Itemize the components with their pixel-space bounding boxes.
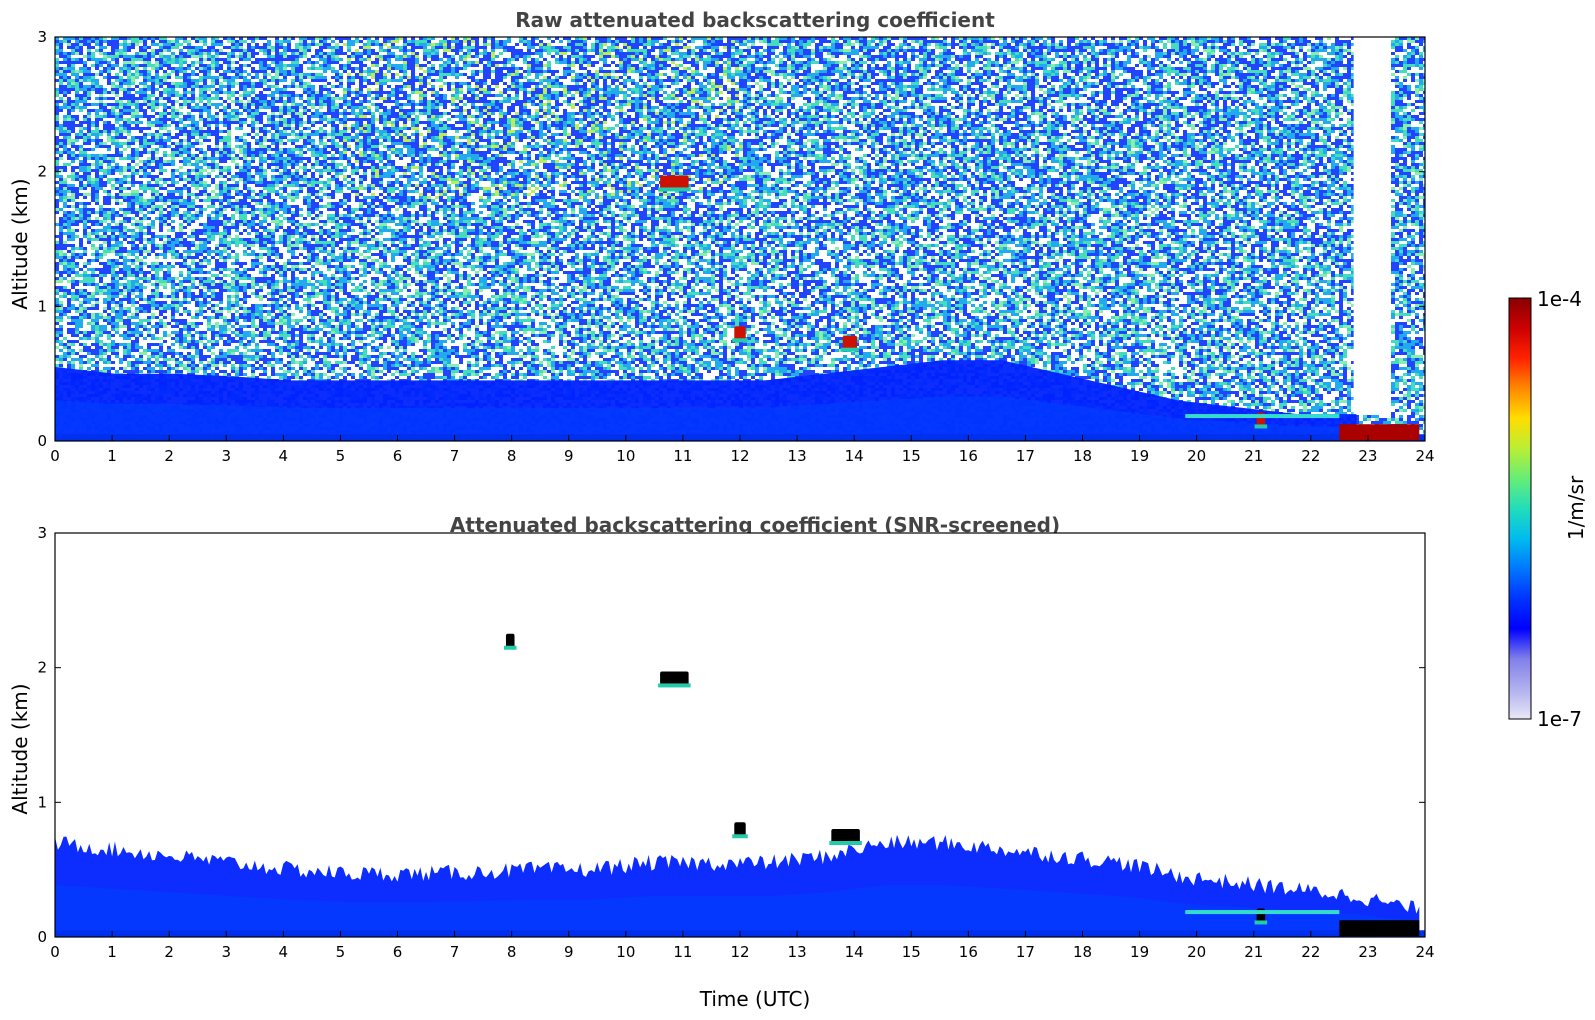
cloud-edge xyxy=(1255,920,1268,924)
y-tick-label: 0 xyxy=(37,928,47,946)
x-tick-label: 14 xyxy=(845,943,864,961)
x-tick-label: 24 xyxy=(1415,447,1434,465)
x-tick-label: 9 xyxy=(564,943,574,961)
x-tick-label: 1 xyxy=(107,943,117,961)
cloud-edge xyxy=(732,338,747,342)
x-tick-label: 23 xyxy=(1358,447,1377,465)
x-tick-label: 10 xyxy=(616,943,635,961)
x-tick-label: 2 xyxy=(164,447,174,465)
low-cloud-mark xyxy=(1339,920,1419,936)
cloud-mark xyxy=(660,175,689,189)
x-tick-label: 4 xyxy=(279,943,289,961)
plot-area xyxy=(55,37,1427,442)
cloud-mark xyxy=(843,336,857,350)
x-tick-label: 0 xyxy=(50,447,60,465)
cloud-edge xyxy=(1185,910,1339,914)
x-tick-label: 0 xyxy=(50,943,60,961)
x-tick-label: 22 xyxy=(1301,943,1320,961)
cloud-edge xyxy=(841,348,859,352)
x-tick-label: 16 xyxy=(959,943,978,961)
y-tick-label: 1 xyxy=(37,793,47,811)
cloud-mark xyxy=(831,829,860,843)
colorbar-min-label: 1e-7 xyxy=(1537,707,1582,731)
y-axis-label: Altitude (km) xyxy=(8,683,32,814)
x-tick-label: 1 xyxy=(107,447,117,465)
x-tick-label: 9 xyxy=(564,447,574,465)
cloud-edge xyxy=(732,834,747,838)
x-axis-label: Time (UTC) xyxy=(699,987,811,1011)
cloud-edge xyxy=(658,187,691,191)
x-tick-label: 15 xyxy=(902,447,921,465)
x-tick-label: 15 xyxy=(902,943,921,961)
x-tick-label: 20 xyxy=(1187,447,1206,465)
y-axis-label: Altitude (km) xyxy=(8,178,32,309)
screened-panel: Attenuated backscattering coefficient (S… xyxy=(8,513,1435,1011)
data-gap xyxy=(1354,37,1388,414)
x-tick-label: 8 xyxy=(507,943,517,961)
raw-panel: Raw attenuated backscattering coefficien… xyxy=(8,8,1435,465)
x-tick-label: 23 xyxy=(1358,943,1377,961)
x-tick-label: 19 xyxy=(1130,447,1149,465)
cloud-edge xyxy=(1185,414,1339,418)
x-tick-label: 18 xyxy=(1073,447,1092,465)
x-tick-label: 3 xyxy=(221,943,231,961)
x-tick-label: 10 xyxy=(616,447,635,465)
x-tick-label: 11 xyxy=(673,447,692,465)
x-tick-label: 21 xyxy=(1244,943,1263,961)
x-tick-label: 11 xyxy=(673,943,692,961)
x-tick-label: 20 xyxy=(1187,943,1206,961)
y-tick-label: 0 xyxy=(37,432,47,450)
chart-title: Raw attenuated backscattering coefficien… xyxy=(515,8,995,32)
x-tick-label: 21 xyxy=(1244,447,1263,465)
x-tick-label: 24 xyxy=(1415,943,1434,961)
cloud-edge xyxy=(658,683,691,687)
x-tick-label: 12 xyxy=(730,943,749,961)
y-tick-label: 2 xyxy=(37,659,47,677)
colorbar: 1e-4 1e-7 1/m/sr xyxy=(1509,287,1588,731)
x-tick-label: 8 xyxy=(507,447,517,465)
x-tick-label: 6 xyxy=(393,943,403,961)
x-tick-label: 7 xyxy=(450,447,460,465)
x-tick-label: 3 xyxy=(221,447,231,465)
cloud-edge xyxy=(1255,424,1268,428)
x-tick-label: 14 xyxy=(845,447,864,465)
cloud-mark xyxy=(734,822,745,836)
plot-area xyxy=(55,533,1425,937)
y-tick-label: 2 xyxy=(37,163,47,181)
x-tick-label: 13 xyxy=(788,943,807,961)
x-tick-label: 7 xyxy=(450,943,460,961)
x-tick-label: 4 xyxy=(279,447,289,465)
x-tick-label: 12 xyxy=(730,447,749,465)
cloud-mark xyxy=(734,326,745,340)
colorbar-gradient xyxy=(1509,298,1531,719)
colorbar-label: 1/m/sr xyxy=(1564,475,1588,540)
x-tick-label: 17 xyxy=(1016,447,1035,465)
x-tick-label: 5 xyxy=(336,447,346,465)
cloud-edge xyxy=(504,646,517,650)
cloud-mark xyxy=(660,671,689,685)
colorbar-max-label: 1e-4 xyxy=(1537,287,1582,311)
low-cloud-mark xyxy=(1339,424,1419,440)
y-tick-label: 1 xyxy=(37,297,47,315)
x-tick-label: 19 xyxy=(1130,943,1149,961)
x-tick-label: 18 xyxy=(1073,943,1092,961)
y-tick-label: 3 xyxy=(37,524,47,542)
y-tick-label: 3 xyxy=(37,28,47,46)
x-tick-label: 6 xyxy=(393,447,403,465)
x-tick-label: 13 xyxy=(788,447,807,465)
x-tick-label: 17 xyxy=(1016,943,1035,961)
x-tick-label: 5 xyxy=(336,943,346,961)
x-tick-label: 22 xyxy=(1301,447,1320,465)
cloud-mark xyxy=(506,634,515,648)
cloud-edge xyxy=(829,841,862,845)
x-tick-label: 2 xyxy=(164,943,174,961)
x-tick-label: 16 xyxy=(959,447,978,465)
